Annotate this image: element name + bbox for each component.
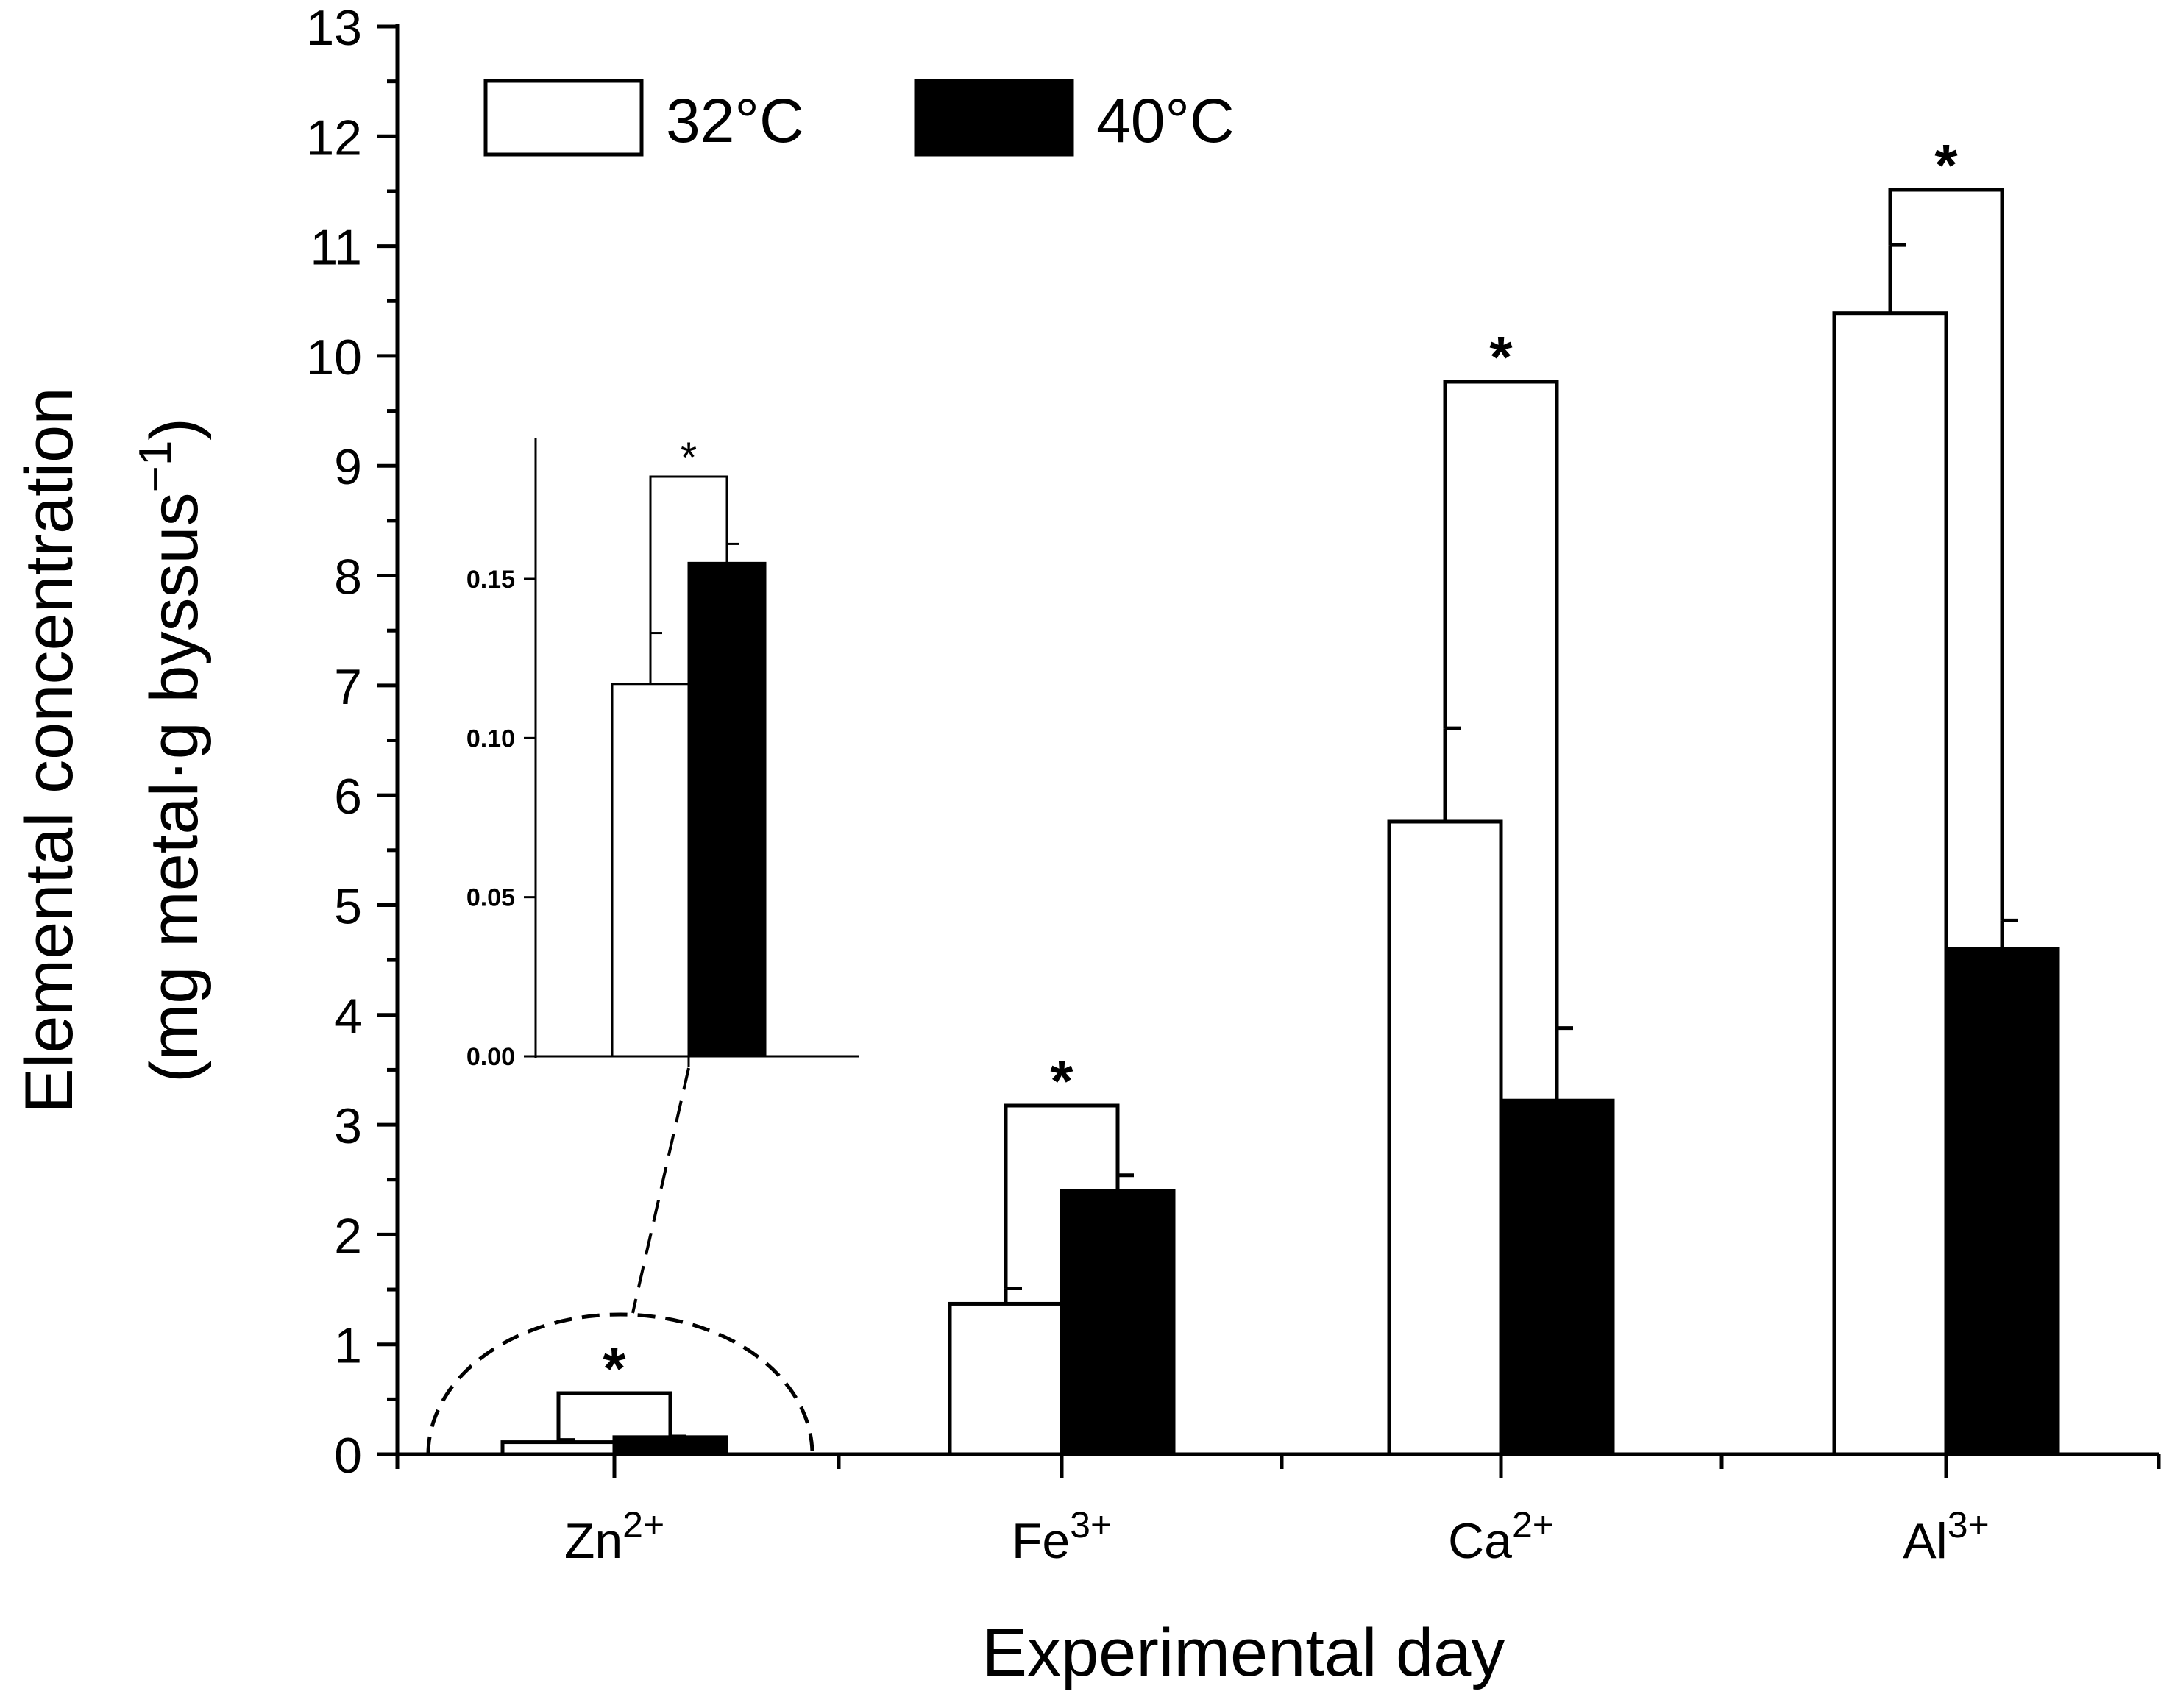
bar-32c (500, 1440, 617, 1456)
significance-asterisk: * (603, 1336, 626, 1401)
inset-significance-bracket (649, 475, 728, 633)
category-name: Zn (564, 1513, 622, 1569)
bar-40c (612, 1435, 728, 1456)
zoom-ellipse (426, 1312, 814, 1455)
y-tick-label: 12 (306, 110, 362, 166)
significance-bracket (1443, 380, 1559, 1028)
x-tick-label: Ca2+ (1448, 1504, 1554, 1569)
bar-40c (1499, 1098, 1615, 1456)
y-tick-label: 3 (334, 1098, 362, 1154)
y-tick-label: 7 (334, 659, 362, 715)
y-tick-label: 9 (334, 439, 362, 495)
category-name: Al (1903, 1513, 1947, 1569)
category-name: Ca (1448, 1513, 1512, 1569)
y-tick-label: 8 (334, 549, 362, 605)
inset-bar-32c (611, 683, 690, 1058)
inset-y-tick-label: 0.00 (466, 1043, 515, 1071)
category-superscript: 3+ (1948, 1504, 1990, 1545)
significance-bracket (556, 1391, 672, 1440)
inset-y-tick-label: 0.10 (466, 725, 515, 752)
bar-40c (1944, 947, 2060, 1456)
inset-bar-40c (687, 561, 767, 1058)
significance-bracket (1004, 1103, 1120, 1289)
y-axis-title-part: ) (137, 418, 212, 441)
significance-asterisk: * (1050, 1048, 1073, 1114)
significance-bracket (1888, 188, 2004, 921)
y-tick-label: 5 (334, 878, 362, 934)
bar-32c (1387, 819, 1503, 1456)
y-axis-title-part: (mg metal·g byssus (137, 492, 212, 1083)
x-axis-title: Experimental day (982, 1615, 1505, 1690)
y-axis-title-part: −1 (130, 441, 181, 493)
y-axis-title-line2: (mg metal·g byssus−1) (130, 418, 212, 1083)
y-tick-label: 13 (306, 0, 362, 56)
y-tick-label: 6 (334, 769, 362, 825)
y-axis-title-line1: Elemental concentration (12, 387, 87, 1113)
x-tick-label: Fe3+ (1012, 1504, 1112, 1569)
category-superscript: 3+ (1070, 1504, 1112, 1545)
inset-y-tick-label: 0.05 (466, 884, 515, 912)
significance-asterisk: * (1489, 324, 1513, 390)
legend-swatch-40c (914, 79, 1074, 157)
y-tick-label: 10 (306, 330, 362, 385)
inset-y-tick-label: 0.15 (466, 566, 515, 594)
y-tick-label: 1 (334, 1318, 362, 1374)
legend-label-32c: 32°C (666, 86, 804, 155)
y-tick-label: 2 (334, 1208, 362, 1264)
legend-swatch-32c (483, 79, 644, 157)
category-superscript: 2+ (622, 1504, 664, 1545)
x-tick-label: Zn2+ (564, 1504, 664, 1569)
inset-significance-asterisk: * (681, 434, 698, 482)
y-tick-label: 11 (310, 220, 362, 276)
x-tick-label: Al3+ (1903, 1504, 1989, 1569)
bar-40c (1060, 1189, 1176, 1456)
y-tick-label: 0 (334, 1428, 362, 1484)
y-tick-label: 4 (334, 989, 362, 1045)
category-superscript: 2+ (1512, 1504, 1554, 1545)
legend-label-40c: 40°C (1096, 86, 1235, 155)
y-axis-title: Elemental concentration (mg metal·g byssu… (12, 387, 212, 1113)
significance-asterisk: * (1934, 132, 1958, 198)
bar-32c (948, 1301, 1064, 1456)
category-name: Fe (1012, 1513, 1070, 1569)
zoom-connector-line (631, 1067, 690, 1314)
bar-32c (1832, 311, 1948, 1456)
